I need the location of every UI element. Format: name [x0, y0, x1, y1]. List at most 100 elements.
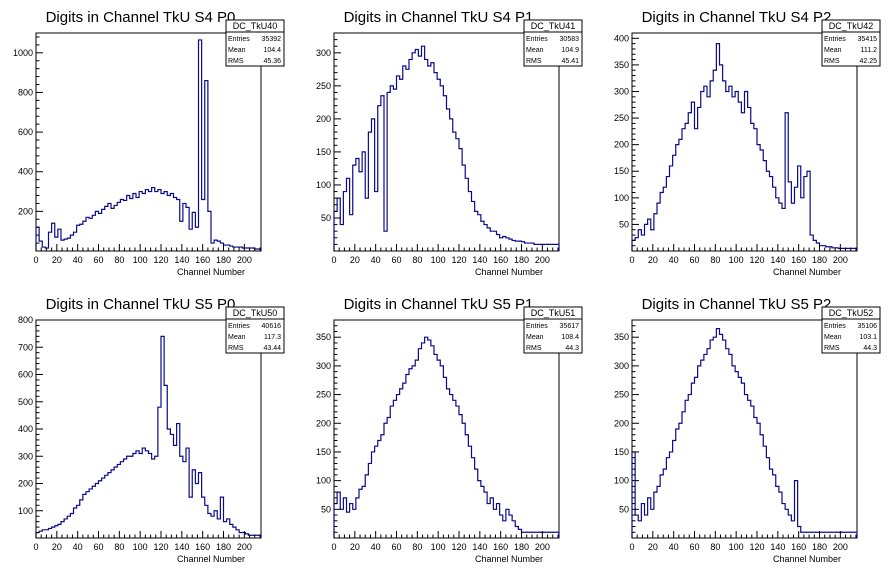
x-tick-label: 60 — [689, 255, 699, 265]
stats-name: DC_TkU42 — [829, 21, 874, 31]
x-tick-label: 20 — [648, 255, 658, 265]
y-tick-label: 400 — [614, 33, 629, 43]
stats-value: 42.25 — [859, 58, 877, 65]
x-tick-label: 120 — [451, 542, 466, 552]
stats-label: RMS — [824, 345, 840, 352]
histogram-panel-6: Digits in Channel TkU S5 P2 0 20 40 60 80 100 1… — [614, 296, 881, 564]
stats-value: 104.4 — [263, 47, 281, 54]
x-tick-label: 60 — [689, 542, 699, 552]
x-tick-label: 140 — [770, 542, 785, 552]
x-tick-label: 80 — [412, 542, 422, 552]
x-tick-label: 0 — [331, 255, 336, 265]
stats-label: Mean — [824, 47, 842, 54]
x-tick-label: 140 — [472, 542, 487, 552]
x-tick-label: 180 — [514, 255, 529, 265]
x-tick-label: 180 — [216, 542, 231, 552]
y-tick-label: 350 — [316, 332, 331, 342]
x-tick-label: 0 — [33, 542, 38, 552]
chart-title: Digits in Channel TkU S4 P0 — [46, 9, 236, 26]
y-tick-label: 500 — [18, 397, 33, 407]
x-tick-label: 0 — [331, 542, 336, 552]
y-tick-label: 50 — [619, 504, 629, 514]
y-tick-label: 50 — [321, 213, 331, 223]
x-tick-label: 120 — [153, 542, 168, 552]
stats-value: 44.3 — [565, 345, 579, 352]
stats-value: 108.4 — [561, 334, 579, 341]
chart-title: Digits in Channel TkU S4 P1 — [344, 9, 534, 26]
stats-value: 30583 — [560, 36, 580, 43]
histogram-series — [631, 328, 858, 538]
stats-box — [225, 19, 285, 67]
histogram-panel-3: Digits in Channel TkU S4 P2 0 20 40 60 80 100 1… — [614, 9, 881, 277]
x-tick-label: 100 — [133, 542, 148, 552]
stats-name: DC_TkU50 — [233, 308, 278, 318]
y-tick-label: 300 — [18, 451, 33, 461]
y-tick-label: 400 — [18, 167, 33, 177]
stats-value: 104.9 — [561, 47, 579, 54]
x-axis-label: Channel Number — [773, 267, 841, 277]
y-tick-label: 200 — [316, 418, 331, 428]
stats-box — [821, 19, 881, 67]
stats-label: Mean — [526, 47, 544, 54]
x-tick-label: 80 — [412, 255, 422, 265]
histogram-series — [35, 335, 262, 538]
y-tick-label: 200 — [614, 140, 629, 150]
stats-value: 44.3 — [863, 345, 877, 352]
x-tick-label: 160 — [791, 542, 806, 552]
stats-value: 111.2 — [861, 47, 878, 54]
plot-frame — [35, 32, 262, 252]
stats-label: Mean — [228, 47, 246, 54]
y-tick-label: 600 — [18, 370, 33, 380]
x-tick-label: 200 — [237, 542, 252, 552]
x-tick-label: 40 — [73, 542, 83, 552]
x-tick-label: 40 — [669, 542, 679, 552]
x-tick-label: 0 — [629, 255, 634, 265]
x-tick-label: 100 — [133, 255, 148, 265]
y-tick-label: 150 — [316, 447, 331, 457]
x-tick-label: 100 — [431, 255, 446, 265]
stats-name: DC_TkU40 — [233, 21, 278, 31]
stats-label: Mean — [228, 334, 246, 341]
y-tick-label: 300 — [614, 361, 629, 371]
x-tick-label: 100 — [729, 542, 744, 552]
x-axis-label: Channel Number — [177, 554, 245, 564]
stats-value: 35617 — [560, 323, 580, 330]
x-tick-label: 60 — [93, 542, 103, 552]
y-tick-label: 300 — [316, 361, 331, 371]
stats-label: RMS — [526, 345, 542, 352]
stats-value: 35392 — [262, 36, 282, 43]
y-tick-label: 800 — [18, 87, 33, 97]
stats-value: 117.3 — [264, 334, 281, 341]
stats-name: DC_TkU51 — [531, 308, 576, 318]
x-tick-label: 200 — [535, 542, 550, 552]
stats-box — [523, 306, 583, 354]
x-tick-label: 20 — [350, 542, 360, 552]
x-tick-label: 20 — [52, 542, 62, 552]
stats-label: Entries — [824, 36, 846, 43]
stats-value: 35106 — [858, 323, 878, 330]
x-tick-label: 200 — [833, 542, 848, 552]
x-tick-label: 40 — [669, 255, 679, 265]
x-tick-label: 60 — [391, 255, 401, 265]
stats-value: 43.44 — [263, 345, 281, 352]
stats-label: Mean — [824, 334, 842, 341]
x-tick-label: 0 — [33, 255, 38, 265]
x-tick-label: 160 — [493, 542, 508, 552]
stats-label: Entries — [824, 323, 846, 330]
histogram-series — [333, 336, 560, 538]
histogram-panel-5: Digits in Channel TkU S5 P1 0 20 40 60 80 100 1… — [316, 296, 583, 564]
x-tick-label: 120 — [153, 255, 168, 265]
chart-title: Digits in Channel TkU S5 P0 — [46, 296, 236, 313]
stats-label: RMS — [526, 58, 542, 65]
x-axis-label: Channel Number — [773, 554, 841, 564]
y-tick-label: 250 — [614, 113, 629, 123]
plot-frame — [631, 32, 858, 252]
x-tick-label: 40 — [371, 255, 381, 265]
x-tick-label: 20 — [52, 255, 62, 265]
y-tick-label: 200 — [316, 114, 331, 124]
stats-label: Mean — [526, 334, 544, 341]
stats-value: 35415 — [858, 36, 878, 43]
x-tick-label: 180 — [812, 542, 827, 552]
x-axis-label: Channel Number — [177, 267, 245, 277]
